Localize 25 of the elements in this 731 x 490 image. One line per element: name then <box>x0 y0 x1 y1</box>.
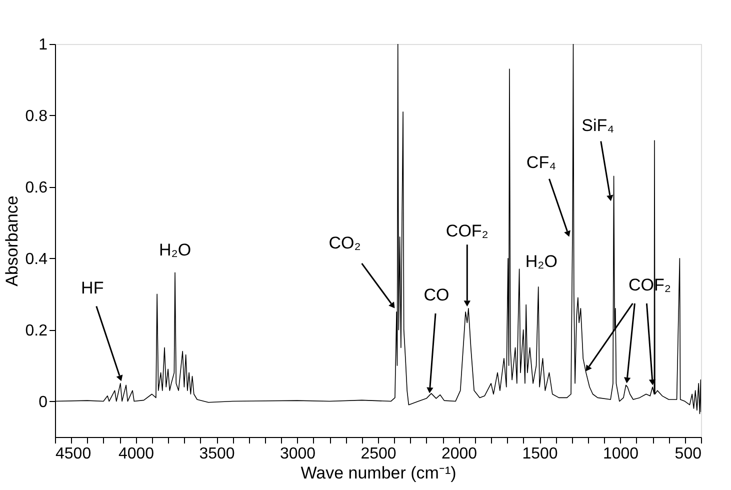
y-tick-label: 0.8 <box>25 108 48 125</box>
y-tick-label: 0.2 <box>25 322 48 340</box>
annotation: HF <box>81 278 104 298</box>
y-tick-label: 0 <box>38 394 48 411</box>
y-tick-label: 0.6 <box>25 179 48 196</box>
x-tick-label: 2500 <box>360 446 396 462</box>
annotation: SiF₄ <box>582 116 614 136</box>
x-tick-label: 500 <box>674 446 702 462</box>
annotation: H₂O <box>525 252 558 271</box>
y-tick-label: 0.4 <box>25 250 48 268</box>
annotation: COF₂ <box>446 222 488 241</box>
annotation: CF₄ <box>526 152 556 172</box>
annotation: H₂O <box>158 240 192 260</box>
x-tick-label: 3000 <box>280 446 316 462</box>
annotation: CO <box>424 285 450 304</box>
x-tick-label: 1000 <box>602 446 639 462</box>
y-axis-title: Absorbance <box>2 196 22 286</box>
x-axis-title: Wave number (cm⁻¹) <box>300 464 456 482</box>
x-tick-label: 3500 <box>199 446 235 462</box>
y-tick-label: 1 <box>38 36 48 54</box>
x-tick-label: 4000 <box>118 446 154 462</box>
x-tick-label: 1500 <box>522 446 558 462</box>
x-tick-label: 4500 <box>56 446 92 462</box>
x-tick-label: 2000 <box>441 446 478 462</box>
annotation: CO₂ <box>328 233 361 252</box>
